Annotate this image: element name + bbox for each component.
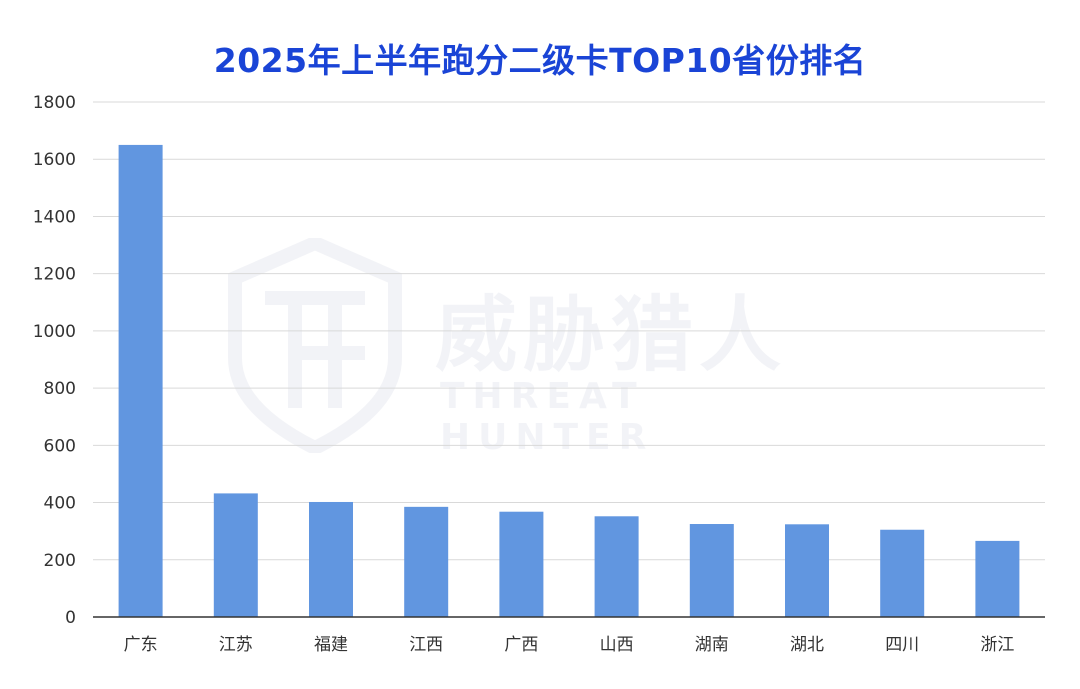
x-tick-label: 四川 xyxy=(885,635,919,655)
y-tick-label: 600 xyxy=(44,436,76,456)
bar xyxy=(118,144,163,617)
y-tick-label: 1400 xyxy=(33,207,76,227)
x-tick-label: 广东 xyxy=(124,635,158,655)
bar xyxy=(309,501,353,617)
y-tick-label: 1800 xyxy=(33,93,76,113)
bar xyxy=(499,511,544,617)
y-tick-label: 400 xyxy=(44,494,76,514)
bar xyxy=(975,540,1020,617)
y-tick-label: 0 xyxy=(65,608,76,628)
chart-title: 2025年上半年跑分二级卡TOP10省份排名 xyxy=(213,41,867,80)
watermark: 威胁猎人 THREAT HUNTER xyxy=(225,238,865,458)
x-axis-ticks: 广东 江苏 福建 江西 广西 山西 湖南 湖北 四川 浙江 xyxy=(124,635,1015,655)
bars xyxy=(118,144,1020,617)
bar xyxy=(880,529,925,617)
gridlines xyxy=(93,101,1045,561)
shield-logo-icon xyxy=(228,238,402,453)
x-tick-label: 山西 xyxy=(600,635,634,655)
y-tick-label: 200 xyxy=(44,551,76,571)
bar xyxy=(594,516,639,617)
watermark-en-text: THREAT HUNTER xyxy=(440,376,655,458)
x-tick-label: 福建 xyxy=(314,635,348,655)
bar xyxy=(689,524,734,617)
x-tick-label: 广西 xyxy=(504,635,538,655)
bar xyxy=(404,506,449,617)
bar xyxy=(785,524,829,617)
watermark-cn-text: 威胁猎人 xyxy=(435,288,788,383)
y-tick-label: 1600 xyxy=(33,150,76,170)
y-tick-label: 1200 xyxy=(33,265,76,285)
bar xyxy=(213,493,258,617)
y-axis-ticks: 0 200 400 600 800 1000 1200 1400 1600 1800 xyxy=(33,93,76,628)
x-tick-label: 湖南 xyxy=(695,635,729,655)
y-tick-label: 1000 xyxy=(33,322,76,342)
x-tick-label: 江苏 xyxy=(219,635,253,655)
y-tick-label: 800 xyxy=(44,379,76,399)
x-tick-label: 湖北 xyxy=(790,635,824,655)
x-tick-label: 浙江 xyxy=(980,635,1014,655)
x-tick-label: 江西 xyxy=(409,635,443,655)
